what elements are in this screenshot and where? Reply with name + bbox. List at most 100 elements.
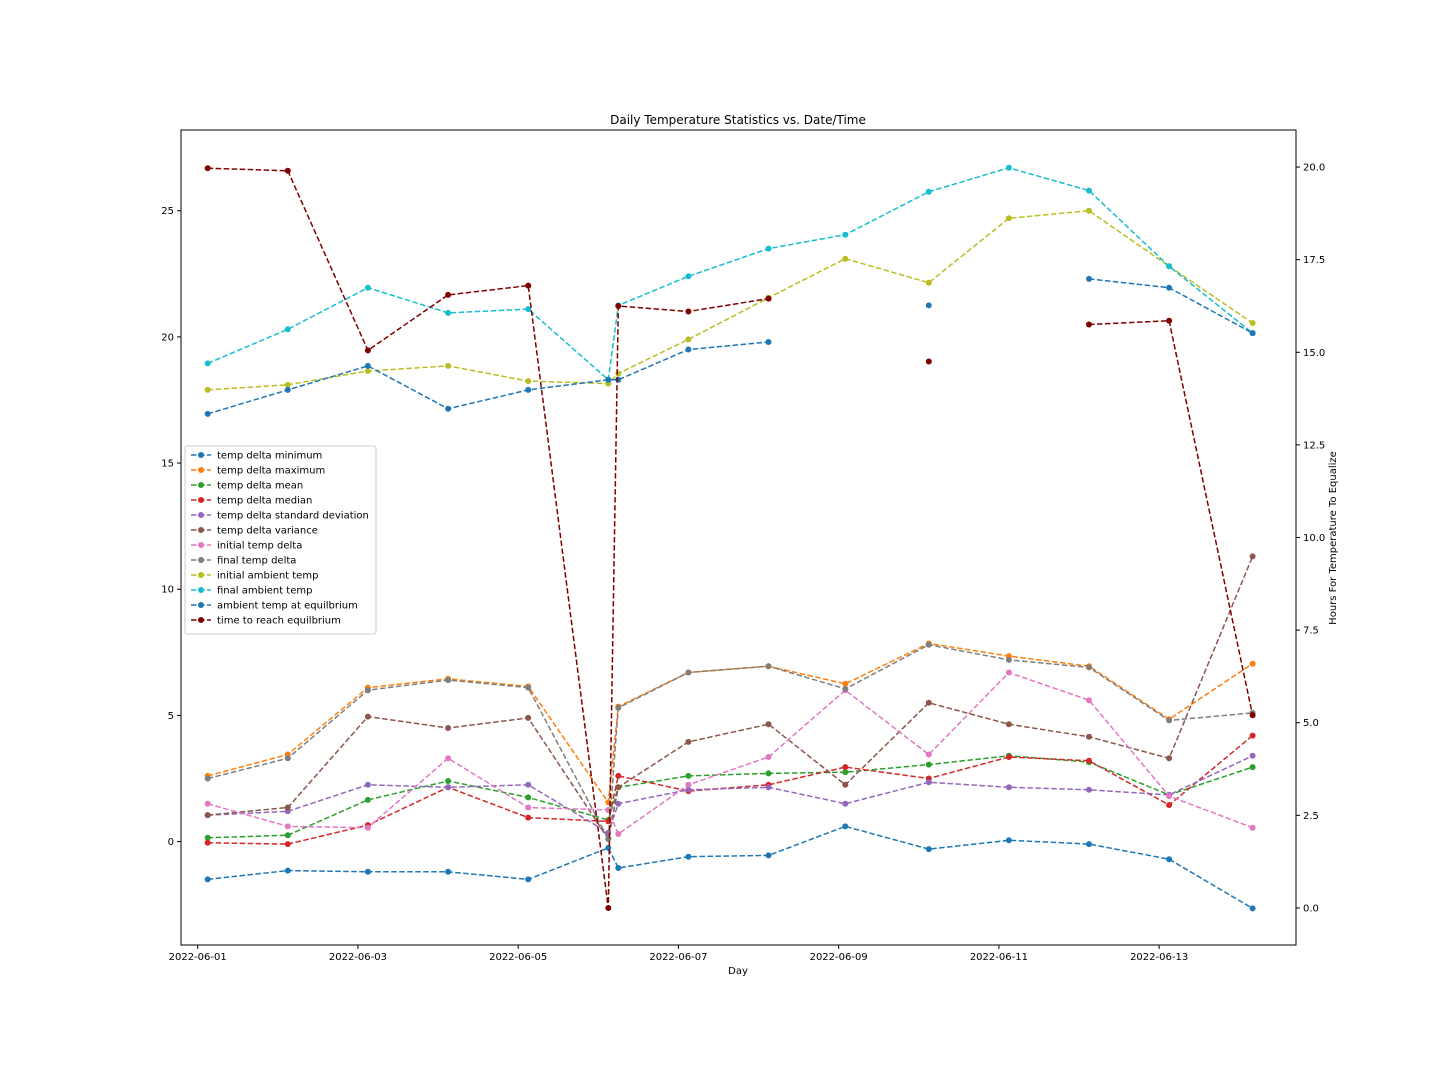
plot-area (204, 164, 1256, 912)
data-point (1166, 284, 1173, 291)
data-point (284, 381, 291, 388)
series-7 (204, 641, 1256, 842)
data-point (925, 751, 932, 758)
data-point (1086, 187, 1092, 194)
data-point (204, 410, 211, 417)
data-point (1166, 755, 1173, 762)
data-point (1005, 656, 1012, 663)
data-point (525, 794, 532, 801)
legend-label: temp delta mean (217, 481, 303, 492)
data-point (1166, 317, 1173, 324)
data-point (284, 386, 291, 393)
data-point (445, 309, 452, 316)
legend-label: temp delta maximum (217, 466, 325, 477)
data-point (525, 876, 532, 883)
legend: temp delta minimum temp delta maximum temp… (184, 445, 377, 635)
data-point (685, 781, 692, 788)
data-point (685, 346, 692, 353)
data-point (925, 846, 932, 853)
legend-entry: time to reach equilbrium (191, 616, 341, 627)
data-point (204, 876, 211, 883)
data-point (925, 699, 932, 706)
data-point (842, 255, 849, 262)
legend-entry: temp delta mean (191, 481, 303, 492)
y-tick-label: 10 (161, 585, 174, 596)
data-point (445, 868, 452, 875)
data-point (1166, 263, 1173, 270)
data-point (284, 326, 291, 333)
legend-marker (198, 572, 204, 578)
data-point (284, 832, 291, 839)
data-point (284, 167, 291, 174)
legend-entry: initial temp delta (191, 541, 302, 552)
y-tick-label: 0 (168, 837, 174, 848)
data-point (445, 677, 452, 684)
legend-marker (198, 467, 204, 473)
y-tick-label: 20 (161, 332, 174, 343)
data-point (364, 713, 371, 720)
legend-marker (198, 452, 204, 458)
data-point (842, 680, 849, 687)
data-point (1086, 733, 1092, 740)
data-point (765, 784, 772, 791)
data-point (1005, 669, 1012, 676)
data-point (364, 796, 371, 803)
data-point (1249, 764, 1256, 771)
data-point (1249, 824, 1256, 831)
series-line (207, 735, 1254, 845)
legend-label: temp delta minimum (217, 451, 322, 462)
data-point (615, 370, 622, 377)
data-point (1086, 207, 1092, 214)
data-point (445, 405, 452, 412)
data-point (685, 336, 692, 343)
data-point (765, 663, 772, 670)
axes: 2022-06-01 2022-06-03 2022-06-05 2022-06-07… (161, 129, 1325, 963)
chart-title: Daily Temperature Statistics vs. Date/Ti… (610, 113, 866, 127)
data-point (615, 865, 622, 871)
data-point (1086, 664, 1092, 671)
legend-marker (198, 512, 204, 518)
legend-label: initial ambient temp (217, 571, 318, 582)
series-8 (204, 207, 1256, 393)
data-point (525, 282, 532, 289)
data-point (765, 754, 772, 760)
data-point (925, 358, 932, 365)
data-point (1005, 721, 1012, 728)
y-tick-label: 25 (161, 206, 174, 217)
data-point (1166, 802, 1173, 808)
series-10 (204, 275, 1256, 417)
data-point (204, 812, 211, 819)
data-point (1086, 786, 1092, 793)
data-point (765, 852, 772, 859)
legend-entry: final ambient temp (191, 586, 312, 597)
data-point (284, 823, 291, 830)
data-point (204, 386, 211, 393)
data-point (1005, 754, 1012, 760)
data-point (1249, 330, 1256, 337)
x-tick-label: 2022-06-05 (489, 952, 547, 963)
data-point (204, 775, 211, 782)
data-point (284, 755, 291, 762)
data-point (1005, 837, 1012, 844)
data-point (1249, 660, 1256, 667)
data-point (1166, 856, 1173, 863)
data-point (445, 362, 452, 369)
y2-tick-label: 2.5 (1303, 811, 1319, 822)
data-point (615, 800, 622, 807)
data-point (1086, 841, 1092, 848)
data-point (605, 376, 612, 383)
legend-marker (198, 542, 204, 548)
data-point (204, 165, 211, 172)
legend-entry: final temp delta (191, 556, 296, 567)
data-point (685, 853, 692, 860)
data-point (1005, 784, 1012, 791)
legend-entry: initial ambient temp (191, 571, 318, 582)
data-point (204, 839, 211, 846)
data-point (765, 245, 772, 252)
legend-entry: ambient temp at equilbrium (191, 601, 358, 612)
legend-label: ambient temp at equilbrium (217, 601, 358, 612)
data-point (364, 824, 371, 831)
data-point (445, 784, 452, 791)
data-point (284, 841, 291, 848)
series-6 (204, 669, 1256, 837)
